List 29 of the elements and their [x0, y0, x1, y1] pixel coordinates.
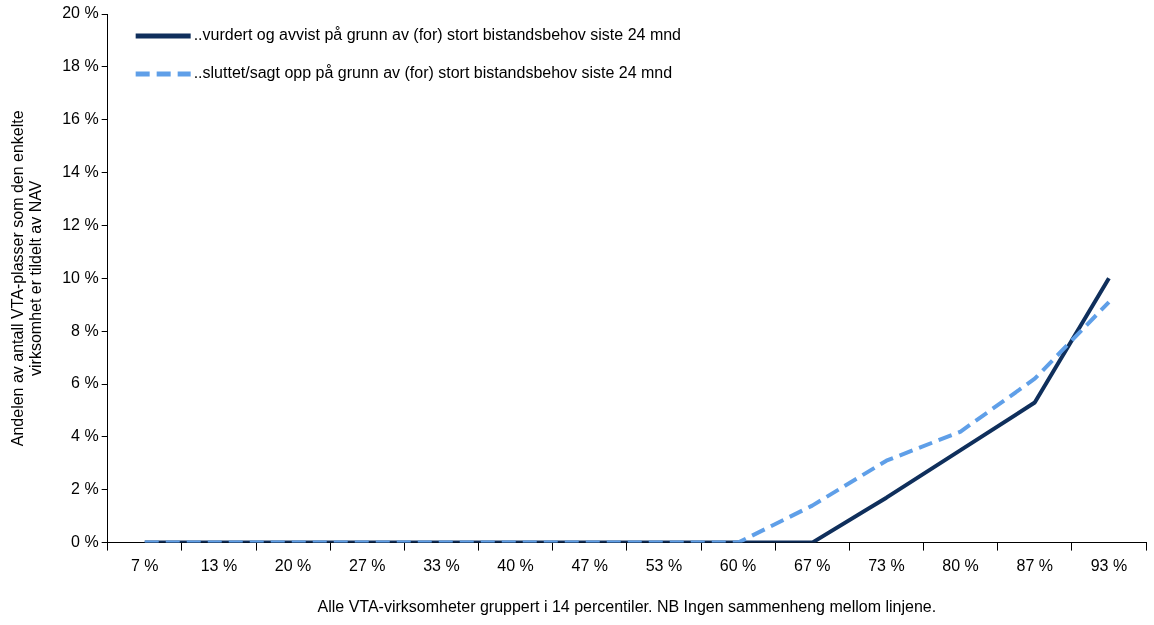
y-tick-label: 18 %	[62, 57, 99, 75]
y-tick-label: 16 %	[62, 110, 99, 128]
x-tick-label: 60 %	[719, 556, 757, 574]
y-tick-label: 2 %	[71, 480, 99, 498]
x-tick-label: 47 %	[571, 556, 608, 574]
y-tick-label: 6 %	[71, 374, 99, 392]
y-tick-label: 4 %	[71, 427, 99, 445]
x-axis-title: Alle VTA-virksomheter gruppert i 14 percentiler. NB Ingen sammenheng mellom linjene.	[317, 597, 937, 615]
x-tick-label: 80 %	[942, 556, 979, 574]
x-tick-label: 20 %	[274, 556, 312, 574]
x-tick-label: 40 %	[497, 556, 534, 574]
y-tick-label: 8 %	[71, 321, 99, 339]
y-tick-label: 14 %	[62, 162, 99, 180]
y-tick-label: 10 %	[62, 268, 99, 286]
legend-label: ..vurdert og avvist på grunn av (for) stort bistandsbehov siste 24 mnd	[193, 26, 682, 44]
x-tick-label: 87 %	[1016, 556, 1053, 574]
y-tick-label: 0 %	[71, 533, 99, 551]
x-tick-label: 27 %	[349, 556, 386, 574]
x-tick-label: 93 %	[1090, 556, 1128, 574]
y-axis-title: Andelen av antall VTA-plasser som den enkelte virksomhet er tildelt av NAV	[9, 110, 44, 447]
legend-label: ..sluttet/sagt opp på grunn av (for) stort bistandsbehov siste 24 mnd	[193, 64, 673, 82]
x-tick-label: 73 %	[868, 556, 905, 574]
x-tick-label: 53 %	[645, 556, 683, 574]
x-tick-label: 7 %	[130, 556, 159, 574]
y-tick-label: 12 %	[62, 215, 99, 233]
x-tick-label: 13 %	[200, 556, 238, 574]
y-tick-label: 20 %	[62, 4, 99, 22]
x-tick-label: 67 %	[794, 556, 831, 574]
x-tick-label: 33 %	[423, 556, 460, 574]
